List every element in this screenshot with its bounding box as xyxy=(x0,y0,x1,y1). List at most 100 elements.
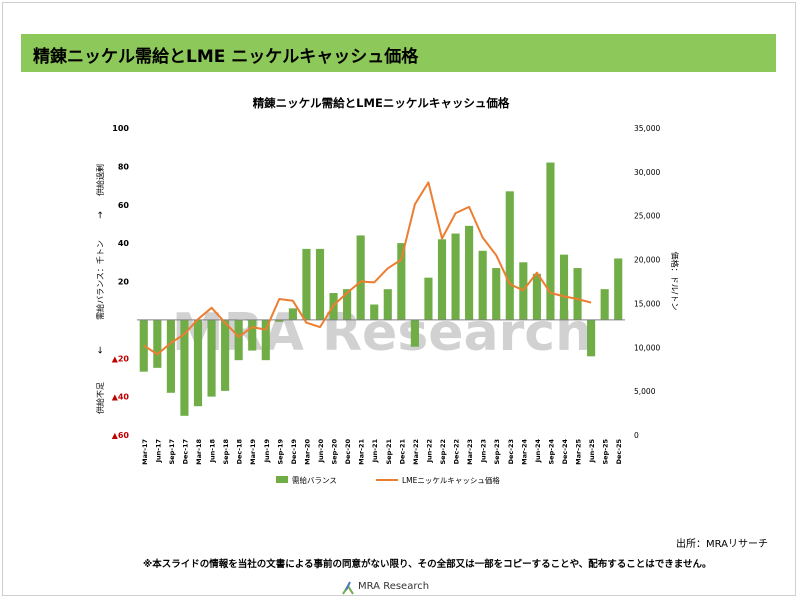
y-right-tick-25000: 25,000 xyxy=(634,212,660,221)
x-tick-Mar-17: Mar-17 xyxy=(141,439,149,465)
x-tick-Sep-18: Sep-18 xyxy=(222,439,230,465)
x-tick-Dec-18: Dec-18 xyxy=(236,439,244,465)
y-right-tick-35000: 35,000 xyxy=(634,124,660,133)
y-right-tick-10000: 10,000 xyxy=(634,343,660,352)
bar-Jun-21 xyxy=(370,304,379,320)
bar-Jun-18 xyxy=(207,319,216,397)
disclaimer-note: ※本スライドの情報を当社の文書による事前の同意がない限り、その全部又は一部をコピ… xyxy=(143,559,712,570)
y-left-side-down-arrow: ← xyxy=(96,346,106,354)
x-tick-Mar-21: Mar-21 xyxy=(358,439,366,465)
bar-Jun-17 xyxy=(153,319,162,368)
y-right-tick-5000: 5,000 xyxy=(634,387,656,396)
x-tick-Dec-23: Dec-23 xyxy=(507,439,515,464)
y-left-tick--40: ▲40 xyxy=(112,393,130,402)
legend-label-bars: 需給バランス xyxy=(292,475,337,485)
x-tick-Jun-24: Jun-24 xyxy=(534,439,542,464)
x-tick-Jun-17: Jun-17 xyxy=(154,439,162,463)
y-left-tick--60: ▲60 xyxy=(112,431,130,440)
y-left-tick-100: 100 xyxy=(112,124,129,133)
bar-Mar-19 xyxy=(248,319,257,351)
x-tick-Dec-22: Dec-22 xyxy=(453,439,461,464)
bar-Dec-23 xyxy=(505,191,514,320)
x-tick-Sep-20: Sep-20 xyxy=(331,439,339,465)
legend-label-line: LMEニッケルキャッシュ価格 xyxy=(402,475,500,485)
x-tick-Jun-23: Jun-23 xyxy=(480,439,488,463)
bar-Mar-21 xyxy=(356,235,365,320)
bar-Sep-18 xyxy=(221,319,230,391)
bar-Jun-20 xyxy=(315,248,325,320)
y-right-tick-30000: 30,000 xyxy=(634,168,660,177)
x-tick-Mar-20: Mar-20 xyxy=(303,439,311,465)
bar-Dec-20 xyxy=(343,289,352,320)
bar-Mar-23 xyxy=(465,225,474,320)
bar-Jun-22 xyxy=(424,277,433,320)
bar-Sep-19 xyxy=(275,319,284,322)
x-tick-Mar-22: Mar-22 xyxy=(412,439,420,465)
bar-Jun-23 xyxy=(478,250,487,320)
bar-Jun-24 xyxy=(532,273,541,320)
bar-Jun-25 xyxy=(587,319,596,357)
y-left-tick-60: 60 xyxy=(118,201,130,210)
y-left-side-top: 供給過剰 xyxy=(95,164,105,196)
bar-Dec-21 xyxy=(397,243,406,320)
bar-Dec-25 xyxy=(614,258,623,320)
y-right-tick-0: 0 xyxy=(634,431,639,440)
x-tick-Mar-18: Mar-18 xyxy=(195,439,203,465)
bar-Dec-24 xyxy=(559,254,569,320)
x-tick-Mar-23: Mar-23 xyxy=(466,439,474,465)
x-tick-Dec-21: Dec-21 xyxy=(398,439,406,465)
x-tick-Jun-22: Jun-22 xyxy=(425,439,433,463)
x-tick-Sep-25: Sep-25 xyxy=(602,439,610,465)
x-tick-Sep-17: Sep-17 xyxy=(168,439,176,465)
bar-Mar-20 xyxy=(302,248,311,320)
x-tick-Dec-25: Dec-25 xyxy=(615,439,623,465)
x-tick-Jun-25: Jun-25 xyxy=(588,439,596,464)
x-tick-Jun-19: Jun-19 xyxy=(263,439,271,464)
header-banner: 精錬ニッケル需給とLME ニッケルキャッシュ価格 xyxy=(21,34,776,72)
x-tick-Mar-25: Mar-25 xyxy=(575,439,583,465)
banner-title: 精錬ニッケル需給とLME ニッケルキャッシュ価格 xyxy=(33,47,419,67)
x-tick-Sep-22: Sep-22 xyxy=(439,439,447,465)
bar-Mar-22 xyxy=(410,319,419,347)
y-left-tick-40: 40 xyxy=(118,239,130,248)
y-left-tick-20: 20 xyxy=(118,278,130,287)
bar-Sep-23 xyxy=(492,268,501,320)
source-note: 出所：MRAリサーチ xyxy=(676,539,769,550)
bar-Mar-25 xyxy=(573,268,582,320)
bar-Sep-24 xyxy=(546,162,555,320)
y-left-axis-label: 需給バランス：千トン xyxy=(95,240,105,320)
y-left-side-up-arrow: → xyxy=(96,211,106,219)
x-tick-Dec-20: Dec-20 xyxy=(344,439,352,465)
x-tick-Mar-24: Mar-24 xyxy=(520,439,528,465)
y-right-axis-label: 価格：ドル/トン xyxy=(670,252,680,311)
legend-swatch-bars xyxy=(276,476,288,483)
y-left-tick--20: ▲20 xyxy=(112,354,130,363)
bar-Sep-21 xyxy=(383,289,392,320)
x-tick-Sep-21: Sep-21 xyxy=(385,439,393,465)
y-left-tick-80: 80 xyxy=(118,162,130,171)
y-right-tick-15000: 15,000 xyxy=(634,299,660,308)
bar-Dec-22 xyxy=(451,233,460,320)
bar-Dec-18 xyxy=(234,319,243,361)
logo-icon xyxy=(342,581,354,595)
x-tick-Dec-17: Dec-17 xyxy=(181,439,189,464)
logo-text: MRA Research xyxy=(358,581,430,592)
x-tick-Dec-19: Dec-19 xyxy=(290,439,298,465)
bar-Sep-17 xyxy=(166,319,175,393)
y-left-side-bottom: 供給不足 xyxy=(95,382,105,414)
bar-Dec-19 xyxy=(288,308,297,320)
x-tick-Sep-23: Sep-23 xyxy=(493,439,501,465)
bar-Sep-25 xyxy=(600,289,609,320)
x-tick-Sep-19: Sep-19 xyxy=(276,439,284,465)
bar-Jun-19 xyxy=(261,319,270,361)
bar-Sep-22 xyxy=(437,239,447,320)
x-tick-Mar-19: Mar-19 xyxy=(249,439,257,465)
y-right-tick-20000: 20,000 xyxy=(634,256,660,265)
x-tick-Jun-20: Jun-20 xyxy=(317,439,325,464)
bar-Dec-17 xyxy=(180,319,189,416)
x-tick-Dec-24: Dec-24 xyxy=(561,439,569,465)
x-tick-Jun-21: Jun-21 xyxy=(371,439,379,464)
chart-title: 精錬ニッケル需給とLMEニッケルキャッシュ価格 xyxy=(253,96,510,110)
